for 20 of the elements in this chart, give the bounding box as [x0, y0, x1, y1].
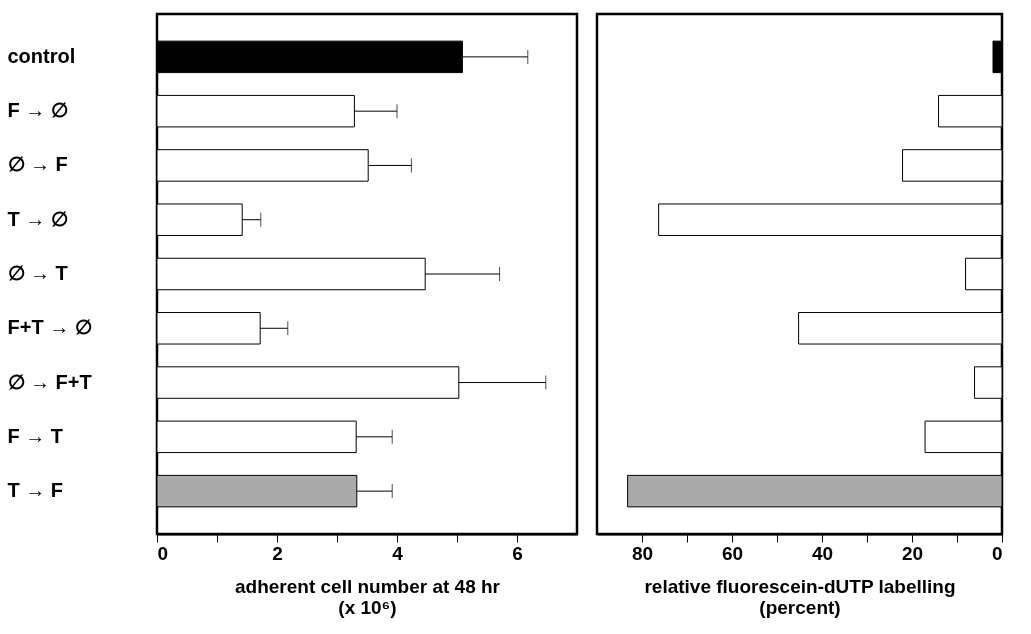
y-tick-label: ∅ → F+T: [7, 370, 92, 393]
y-tick-label: ∅ → F: [7, 153, 68, 176]
x-tick-label: 60: [721, 542, 744, 564]
x-tick-label: 0: [157, 542, 169, 564]
x-tick-label: 40: [811, 542, 834, 564]
y-tick-label: F → ∅: [7, 99, 68, 122]
x-tick-label: 80: [631, 542, 654, 564]
x-tick-label: 6: [512, 542, 523, 564]
y-tick-label: ∅ → T: [7, 262, 68, 284]
y-tick-label: control: [7, 44, 76, 67]
x-tick-label: 4: [392, 542, 404, 564]
y-tick-label: F+T → ∅: [7, 316, 92, 339]
x-tick-label: 0: [991, 542, 1003, 564]
y-tick-label: T → ∅: [7, 207, 68, 230]
x-axis-title: adherent cell number at 48 hr (x 10⁶): [234, 575, 501, 618]
y-tick-label: F → T: [7, 424, 64, 447]
x-tick-label: 2: [272, 542, 283, 564]
x-axis-title: relative fluorescein-dUTP labelling (percent): [644, 575, 956, 618]
y-tick-label: T → F: [7, 479, 64, 502]
x-tick-label: 20: [901, 542, 924, 564]
